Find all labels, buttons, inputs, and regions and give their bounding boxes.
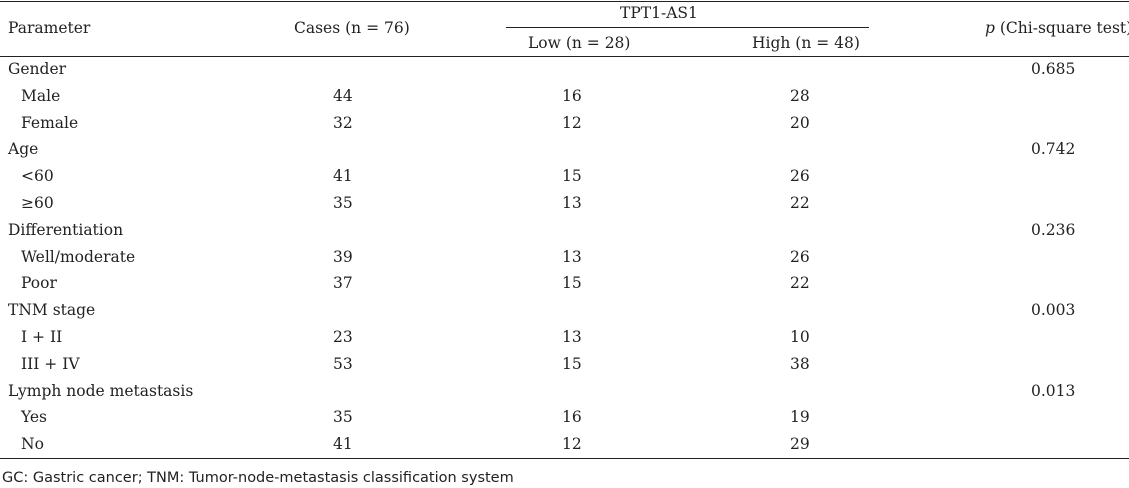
table-row: Lymph node metastasis 0.013 xyxy=(0,381,1129,408)
row-label: I + II xyxy=(21,327,63,346)
cell-p-value: 0.685 xyxy=(1031,60,1076,78)
top-rule xyxy=(0,1,1129,2)
cell-high: 26 xyxy=(790,247,810,266)
table-row: ≥60 35 13 22 xyxy=(0,193,1129,220)
row-label: <60 xyxy=(21,167,54,186)
table-row: Male 44 16 28 xyxy=(0,86,1129,113)
header-rule xyxy=(0,56,1129,57)
cell-high: 22 xyxy=(790,193,810,212)
cell-cases: 37 xyxy=(333,274,353,293)
table-row: Poor 37 15 22 xyxy=(0,273,1129,300)
header-group-tpt1-as1: TPT1-AS1 xyxy=(620,4,698,22)
cell-cases: 39 xyxy=(333,247,353,266)
table-row: Female 32 12 20 xyxy=(0,113,1129,140)
cell-cases: 23 xyxy=(333,327,353,346)
table-row: Well/moderate 39 13 26 xyxy=(0,247,1129,274)
table-row: No 41 12 29 xyxy=(0,434,1129,461)
cell-p-value: 0.003 xyxy=(1031,301,1076,320)
group-header-rule xyxy=(506,27,869,28)
table-row: III + IV 53 15 38 xyxy=(0,354,1129,381)
cell-low: 13 xyxy=(562,247,582,266)
header-high: High (n = 48) xyxy=(752,34,860,52)
cell-high: 28 xyxy=(790,86,810,105)
table-row: Gender 0.685 xyxy=(0,59,1129,86)
table-row: Age 0.742 xyxy=(0,139,1129,166)
cell-high: 10 xyxy=(790,327,810,346)
header-p-label: (Chi-square test) xyxy=(994,19,1129,37)
cell-cases: 44 xyxy=(333,86,353,105)
cell-high: 29 xyxy=(790,435,810,454)
table-row: <60 41 15 26 xyxy=(0,166,1129,193)
cell-p-value: 0.742 xyxy=(1031,140,1076,159)
cell-high: 38 xyxy=(790,354,810,373)
cell-high: 22 xyxy=(790,274,810,293)
cell-high: 19 xyxy=(790,408,810,427)
table-row: Differentiation 0.236 xyxy=(0,220,1129,247)
header-parameter: Parameter xyxy=(8,19,91,37)
table-body: Gender 0.685 Male 44 16 28 Female 32 12 20 Age 0.74… xyxy=(0,59,1129,461)
cell-low: 16 xyxy=(562,86,582,105)
row-label: Gender xyxy=(8,60,67,78)
bottom-rule xyxy=(0,458,1129,459)
row-label: Male xyxy=(21,86,61,105)
cell-low: 15 xyxy=(562,167,582,186)
cell-low: 13 xyxy=(562,193,582,212)
row-label: Well/moderate xyxy=(21,247,136,266)
cell-cases: 35 xyxy=(333,408,353,427)
row-label: Yes xyxy=(21,408,48,427)
cell-low: 13 xyxy=(562,327,582,346)
cell-cases: 41 xyxy=(333,167,353,186)
row-label: Lymph node metastasis xyxy=(8,381,194,400)
table-row: Yes 35 16 19 xyxy=(0,407,1129,434)
row-label: Age xyxy=(8,140,39,159)
table-row: I + II 23 13 10 xyxy=(0,327,1129,354)
cell-p-value: 0.013 xyxy=(1031,381,1076,400)
cell-low: 15 xyxy=(562,354,582,373)
cell-cases: 32 xyxy=(333,113,353,132)
cell-high: 20 xyxy=(790,113,810,132)
row-label: TNM stage xyxy=(8,301,96,320)
table-row: TNM stage 0.003 xyxy=(0,300,1129,327)
cell-low: 12 xyxy=(562,435,582,454)
row-label: No xyxy=(21,435,44,454)
header-cases: Cases (n = 76) xyxy=(294,19,410,37)
cell-p-value: 0.236 xyxy=(1031,220,1076,239)
row-label: Differentiation xyxy=(8,220,124,239)
header-p-value: p (Chi-square test) xyxy=(985,19,1129,37)
header-p-symbol: p xyxy=(985,19,995,37)
cell-low: 16 xyxy=(562,408,582,427)
cell-high: 26 xyxy=(790,167,810,186)
cell-cases: 41 xyxy=(333,435,353,454)
header-low: Low (n = 28) xyxy=(528,34,631,52)
row-label: III + IV xyxy=(21,354,80,373)
row-label: Female xyxy=(21,113,79,132)
row-label: Poor xyxy=(21,274,57,293)
cell-cases: 53 xyxy=(333,354,353,373)
table-footnote: GC: Gastric cancer; TNM: Tumor-node-meta… xyxy=(2,470,514,486)
cell-cases: 35 xyxy=(333,193,353,212)
row-label: ≥60 xyxy=(21,193,54,212)
cell-low: 12 xyxy=(562,113,582,132)
cell-low: 15 xyxy=(562,274,582,293)
